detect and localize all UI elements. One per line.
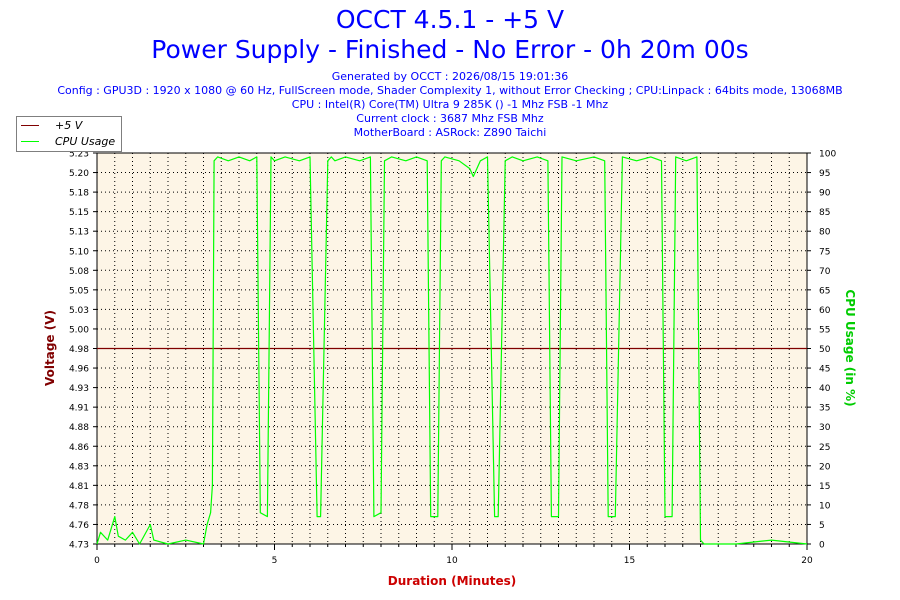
y2-tick-label: 20: [819, 462, 831, 472]
y2-tick-label: 70: [819, 267, 831, 277]
y2-tick-label: 65: [819, 286, 830, 296]
y2-tick-label: 50: [819, 345, 831, 355]
y-tick-label: 4.83: [69, 462, 89, 472]
y-axis-label: Voltage (V): [43, 310, 57, 386]
y-tick-label: 4.96: [69, 365, 89, 375]
config-info: Config : GPU3D : 1920 x 1080 @ 60 Hz, Fu…: [57, 84, 843, 97]
y2-tick-label: 60: [819, 306, 831, 316]
x-tick-label: 10: [446, 556, 458, 566]
y2-tick-label: 30: [819, 423, 831, 433]
x-tick-label: 0: [94, 556, 100, 566]
cpu-info: CPU : Intel(R) Core(TM) Ultra 9 285K () …: [291, 98, 609, 111]
y-tick-label: 5.10: [69, 247, 89, 257]
y2-tick-label: 35: [819, 404, 830, 414]
y2-axis-label: CPU Usage (in %): [843, 289, 857, 406]
y-tick-label: 4.78: [69, 501, 89, 511]
series-line-cpu-usage: [96, 156, 808, 545]
y2-tick-label: 95: [819, 169, 830, 179]
y2-tick-label: 55: [819, 325, 830, 335]
y-tick-label: 5.05: [69, 286, 89, 296]
chart-title: OCCT 4.5.1 - +5 V: [335, 5, 565, 34]
y2-tick-label: 80: [819, 228, 831, 238]
motherboard-info: MotherBoard : ASRock: Z890 Taichi: [353, 126, 547, 139]
y-tick-label: 4.86: [69, 443, 89, 453]
legend-label-cpu: CPU Usage: [55, 135, 116, 148]
y-tick-label: 4.91: [69, 404, 89, 414]
y2-tick-label: 75: [819, 247, 830, 257]
y-tick-label: 4.81: [69, 482, 89, 492]
y2-tick-label: 85: [819, 208, 830, 218]
y2-tick-label: 40: [819, 384, 831, 394]
generated-info: Generated by OCCT : 2026/08/15 19:01:36: [331, 70, 569, 83]
y2-tick-label: 10: [819, 501, 831, 511]
y-tick-label: 5.15: [69, 208, 89, 218]
y-tick-label: 5.13: [69, 228, 89, 238]
y2-tick-label: 0: [819, 541, 825, 551]
y2-tick-label: 45: [819, 365, 830, 375]
chart-subtitle: Power Supply - Finished - No Error - 0h …: [151, 35, 749, 64]
legend: +5 V CPU Usage: [16, 116, 122, 152]
y-tick-label: 4.98: [69, 345, 89, 355]
y2-tick-label: 100: [819, 150, 836, 160]
x-tick-label: 15: [624, 556, 635, 566]
y-tick-label: 4.76: [69, 521, 89, 531]
y-tick-label: 5.23: [69, 150, 89, 160]
clock-info: Current clock : 3687 Mhz FSB Mhz: [356, 112, 544, 125]
legend-swatch-cpu: [21, 141, 39, 142]
y-tick-label: 5.08: [69, 267, 89, 277]
y-tick-label: 5.00: [69, 325, 89, 335]
x-tick-label: 5: [272, 556, 278, 566]
y-tick-label: 4.93: [69, 384, 89, 394]
legend-label-voltage: +5 V: [55, 119, 83, 132]
legend-item-cpu: CPU Usage: [17, 134, 121, 150]
x-axis-label: Duration (Minutes): [388, 574, 516, 588]
y2-tick-label: 90: [819, 189, 831, 199]
y2-tick-label: 5: [819, 521, 825, 531]
y2-tick-label: 15: [819, 482, 830, 492]
y-tick-label: 4.73: [69, 541, 89, 551]
y-tick-label: 4.88: [69, 423, 89, 433]
legend-swatch-voltage: [21, 125, 39, 126]
y2-tick-label: 25: [819, 443, 830, 453]
y-tick-label: 5.03: [69, 306, 89, 316]
legend-item-voltage: +5 V: [17, 118, 121, 134]
y-tick-label: 5.20: [69, 169, 89, 179]
x-tick-label: 20: [801, 556, 813, 566]
y-tick-label: 5.18: [69, 189, 89, 199]
